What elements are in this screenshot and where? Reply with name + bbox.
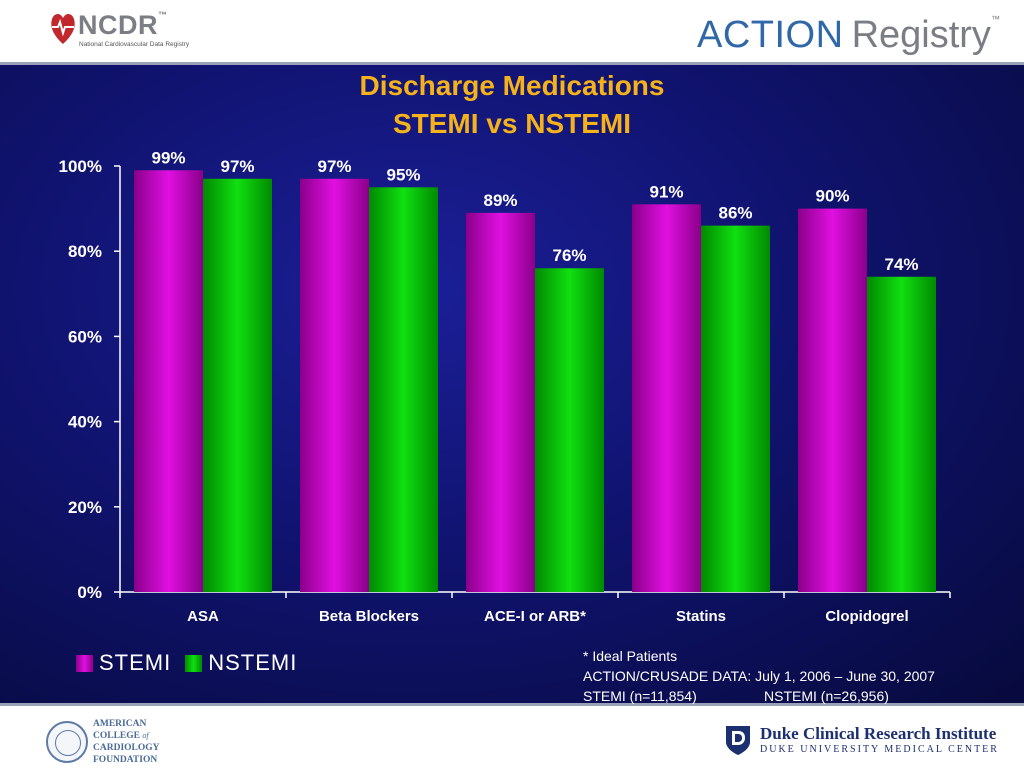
x-tick-label: Statins xyxy=(676,608,726,625)
chart-title: Discharge Medications xyxy=(359,70,665,101)
bar-nstemi xyxy=(203,178,272,592)
acc-text-line4: FOUNDATION xyxy=(93,755,158,765)
data-label-nstemi: 97% xyxy=(220,157,254,176)
y-tick-label: 20% xyxy=(68,498,102,517)
footnote-ideal: * Ideal Patients xyxy=(583,648,678,664)
bar-nstemi xyxy=(867,276,936,592)
legend-swatch-nstemi xyxy=(185,654,203,672)
legend-label-stemi: STEMI xyxy=(99,650,172,675)
ncdr-subtitle: National Cardiovascular Data Registry xyxy=(79,41,190,48)
footnote-data-source: ACTION/CRUSADE DATA: July 1, 2006 – June… xyxy=(583,668,935,684)
chart-legend: STEMI NSTEMI xyxy=(76,650,311,676)
ncdr-wordmark: NCDR™ xyxy=(78,10,168,40)
bar-nstemi xyxy=(701,225,770,592)
y-tick-label: 80% xyxy=(68,242,102,261)
bar-stemi xyxy=(798,208,867,592)
duke-shield-icon xyxy=(726,726,750,755)
acc-foundation-logo: AMERICAN COLLEGE of CARDIOLOGY FOUNDATIO… xyxy=(46,718,160,766)
data-label-nstemi: 86% xyxy=(718,204,752,223)
data-label-nstemi: 76% xyxy=(552,246,586,265)
legend-swatch-stemi xyxy=(76,654,93,672)
bar-stemi xyxy=(632,204,701,592)
registry-wordmark: Registry xyxy=(851,14,991,56)
duke-text-line2: DUKE UNIVERSITY MEDICAL CENTER xyxy=(760,743,999,755)
bar-stemi xyxy=(466,212,535,593)
y-tick-label: 0% xyxy=(77,583,102,602)
x-tick-label: ASA xyxy=(187,608,219,625)
y-tick-label: 100% xyxy=(59,157,102,176)
acc-seal-icon xyxy=(46,721,88,763)
action-registry-logo: ACTION Registry™ xyxy=(697,14,1000,56)
x-tick-label: Beta Blockers xyxy=(319,608,419,625)
footnote-nstemi-n: NSTEMI (n=26,956) xyxy=(764,688,889,704)
footer-band xyxy=(0,706,1024,768)
action-wordmark: ACTION xyxy=(697,14,844,56)
header-band: NCDR™ National Cardiovascular Data Regis… xyxy=(0,0,1024,62)
data-label-stemi: 99% xyxy=(151,148,185,167)
ncdr-heart-icon xyxy=(51,13,75,44)
ncdr-logo: NCDR™ National Cardiovascular Data Regis… xyxy=(50,8,200,54)
chart-subtitle: STEMI vs NSTEMI xyxy=(392,108,632,139)
x-tick-label: Clopidogrel xyxy=(825,608,908,625)
bar-nstemi xyxy=(369,187,438,593)
acc-text-line1: AMERICAN xyxy=(93,719,147,729)
duke-text-line1: Duke Clinical Research Institute xyxy=(760,723,997,743)
x-tick-label: ACE-I or ARB* xyxy=(484,608,586,625)
footnote-stemi-n: STEMI (n=11,854) xyxy=(583,688,697,704)
data-label-stemi: 90% xyxy=(815,187,849,206)
acc-text-line3: CARDIOLOGY xyxy=(93,743,160,753)
legend-label-nstemi: NSTEMI xyxy=(208,650,298,675)
data-label-nstemi: 95% xyxy=(386,165,420,184)
duke-dcri-logo: Duke Clinical Research Institute DUKE UN… xyxy=(724,724,999,756)
bar-stemi xyxy=(134,170,203,592)
data-label-stemi: 97% xyxy=(317,157,351,176)
bar-stemi xyxy=(300,178,369,592)
data-label-stemi: 89% xyxy=(483,191,517,210)
y-tick-label: 60% xyxy=(68,327,102,346)
data-label-stemi: 91% xyxy=(649,182,683,201)
y-tick-label: 40% xyxy=(68,413,102,432)
acc-text-line2: COLLEGE of xyxy=(93,731,149,741)
bar-nstemi xyxy=(535,268,604,592)
data-label-nstemi: 74% xyxy=(884,255,918,274)
